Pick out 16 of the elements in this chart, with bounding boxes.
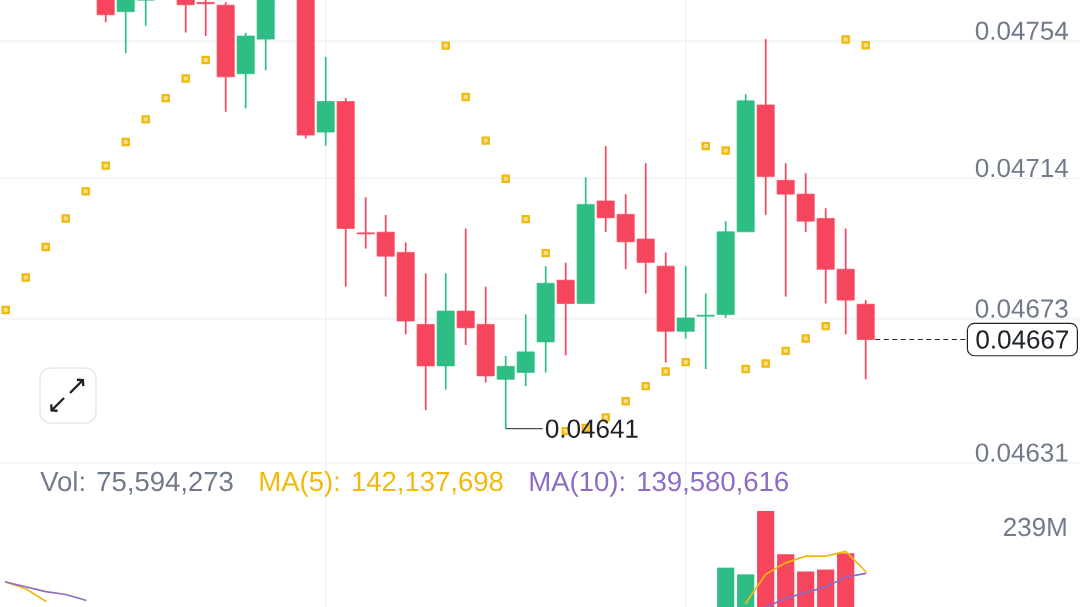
- bar: [717, 567, 735, 607]
- y-tick-label: 0.04673: [975, 299, 1068, 318]
- y-tick-label: 0.04631: [975, 443, 1068, 462]
- chart-title: Vol: 75,594,273: [40, 471, 233, 495]
- ref-line-label: 0.04667: [976, 330, 1069, 349]
- bar: [797, 571, 815, 607]
- bar: [737, 574, 755, 607]
- y-tick-label: 0.04714: [975, 158, 1069, 178]
- bar: [777, 554, 795, 607]
- bar: [817, 569, 835, 607]
- text: 239M: [1004, 517, 1066, 537]
- y-tick-label: 0.04754: [975, 21, 1069, 40]
- text: MA(5): 142,137,698: [260, 471, 503, 497]
- bar: [757, 511, 775, 607]
- text: MA(10): 139,580,616: [530, 471, 788, 497]
- bar: [837, 553, 855, 607]
